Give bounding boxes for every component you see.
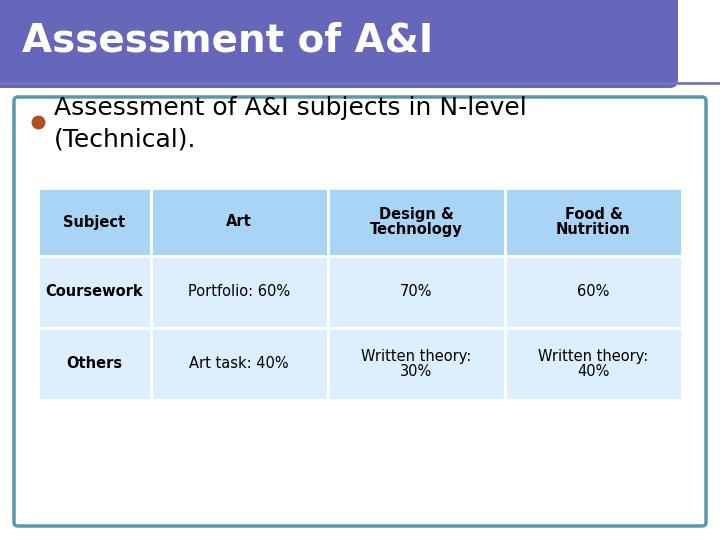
Text: Written theory:: Written theory:: [361, 349, 472, 364]
Text: Assessment of A&I subjects in N-level: Assessment of A&I subjects in N-level: [54, 96, 527, 120]
FancyBboxPatch shape: [0, 0, 678, 88]
FancyBboxPatch shape: [150, 188, 328, 256]
Text: Art: Art: [226, 214, 252, 230]
FancyBboxPatch shape: [505, 328, 682, 400]
Text: Art task: 40%: Art task: 40%: [189, 356, 289, 372]
Text: 60%: 60%: [577, 285, 610, 300]
FancyBboxPatch shape: [14, 97, 706, 526]
Text: Subject: Subject: [63, 214, 125, 230]
Text: 40%: 40%: [577, 364, 610, 379]
FancyBboxPatch shape: [505, 256, 682, 328]
Text: 30%: 30%: [400, 364, 433, 379]
FancyBboxPatch shape: [328, 328, 505, 400]
Text: Portfolio: 60%: Portfolio: 60%: [188, 285, 290, 300]
Text: Written theory:: Written theory:: [539, 349, 649, 364]
FancyBboxPatch shape: [328, 256, 505, 328]
Text: Assessment of A&I: Assessment of A&I: [22, 21, 433, 59]
Text: (Technical).: (Technical).: [54, 128, 197, 152]
FancyBboxPatch shape: [328, 188, 505, 256]
Text: Others: Others: [66, 356, 122, 372]
FancyBboxPatch shape: [505, 188, 682, 256]
FancyBboxPatch shape: [38, 188, 150, 256]
FancyBboxPatch shape: [150, 256, 328, 328]
Text: 70%: 70%: [400, 285, 433, 300]
Text: Food &: Food &: [564, 207, 622, 222]
Text: Technology: Technology: [370, 222, 463, 237]
Text: Coursework: Coursework: [45, 285, 143, 300]
FancyBboxPatch shape: [38, 256, 150, 328]
Text: Design &: Design &: [379, 207, 454, 222]
FancyBboxPatch shape: [150, 328, 328, 400]
Text: Nutrition: Nutrition: [556, 222, 631, 237]
FancyBboxPatch shape: [38, 328, 150, 400]
